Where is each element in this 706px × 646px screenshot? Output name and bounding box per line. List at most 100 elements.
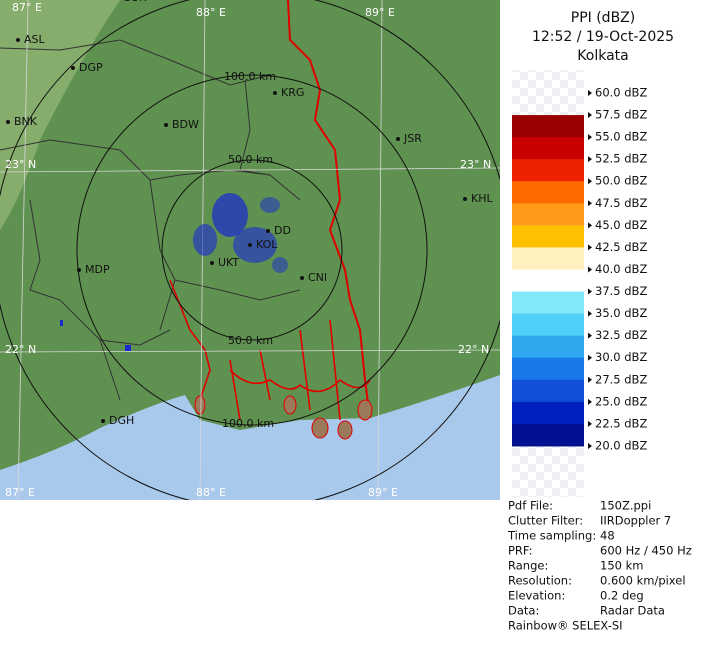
legend-empty-bottom [512, 445, 584, 497]
panel-title: PPI (dBZ) [571, 10, 635, 26]
legend-label: 25.0 dBZ [595, 394, 647, 408]
city-dot [101, 419, 105, 423]
legend-label: 52.5 dBZ [595, 152, 647, 166]
legend-label: 30.0 dBZ [595, 350, 647, 364]
echoes [60, 193, 288, 351]
legend-tick [588, 310, 592, 317]
legend-swatch [512, 269, 584, 293]
grid-label: 22° N [458, 343, 489, 356]
legend-tick [588, 442, 592, 449]
panel-station: Kolkata [577, 48, 628, 64]
info-panel: Pdf File: 150Z.ppi Clutter Filter: IIRDoppl… [507, 499, 692, 618]
legend-tick [588, 90, 592, 96]
legend-swatch [512, 291, 584, 315]
city-dot [210, 261, 214, 265]
city-label: DGH [109, 414, 134, 427]
city-label: CNI [308, 271, 327, 284]
legend-swatch [512, 115, 584, 138]
info-key: Pdf File: [508, 499, 553, 513]
legend-label: 57.5 dBZ [595, 108, 647, 122]
border [287, 0, 371, 419]
coastline [169, 279, 371, 421]
legend-tick [588, 134, 592, 141]
legend-swatch [512, 225, 584, 248]
panel-time: 12:52 / 19-Oct-2025 [532, 29, 674, 45]
legend-label: 37.5 dBZ [595, 284, 647, 298]
legend-tick [588, 288, 592, 295]
legend-swatch [512, 203, 584, 226]
range-label: 50.0 km [228, 334, 273, 347]
city-label: BDW [172, 118, 199, 131]
info-key: Range: [508, 559, 548, 573]
city-label: JSR [403, 132, 422, 145]
grid-label: 89° E [365, 6, 395, 19]
info-value: 0.600 km/pixel [600, 574, 686, 588]
legend-tick [588, 354, 592, 361]
legend-label: 60.0 dBZ [595, 86, 647, 100]
legend-label: 32.5 dBZ [595, 328, 647, 342]
legend-label: 50.0 dBZ [595, 174, 647, 188]
grid-label: 89° E [368, 486, 398, 499]
info-value: 0.2 deg [600, 589, 644, 603]
legend-swatch [512, 247, 584, 270]
legend-label: 55.0 dBZ [595, 130, 647, 144]
info-key: Elevation: [508, 589, 565, 603]
legend-tick [588, 156, 592, 163]
islands [194, 395, 373, 440]
info-value: 600 Hz / 450 Hz [600, 544, 692, 558]
range-label: 100.0 km [222, 417, 274, 430]
city-label: KOL [256, 238, 278, 251]
city-label: MDP [85, 263, 110, 276]
legend-label: 20.0 dBZ [595, 438, 647, 452]
city-dot [248, 243, 252, 247]
legend-swatch [512, 335, 584, 359]
info-value: IIRDoppler 7 [600, 514, 671, 528]
info-value: 150 km [600, 559, 643, 573]
legend-label: 22.5 dBZ [595, 416, 647, 430]
legend-label: 42.5 dBZ [595, 240, 647, 254]
legend-tick [588, 332, 592, 339]
city-dot [16, 38, 20, 42]
info-key: Resolution: [508, 574, 572, 588]
info-key: Time sampling: [507, 529, 596, 543]
city-dot [164, 123, 168, 127]
legend-tick [588, 398, 592, 405]
grid-label: 88° E [196, 486, 226, 499]
city-label: DGP [79, 61, 103, 74]
range-label: 100.0 km [224, 70, 276, 83]
legend-label: 35.0 dBZ [595, 306, 647, 320]
city-dot [300, 276, 304, 280]
legend-tick [588, 178, 592, 185]
info-key: Clutter Filter: [508, 514, 583, 528]
legend-swatch [512, 379, 584, 403]
legend-swatch [512, 159, 584, 182]
legend-swatch [512, 357, 584, 381]
legend-swatch [512, 137, 584, 160]
city-dot [273, 91, 277, 95]
city-dot [266, 229, 270, 233]
legend: 60.0 dBZ 57.5 dBZ 55.0 dBZ 52.5 dBZ 50.0 dBZ… [512, 86, 647, 452]
legend-label: 27.5 dBZ [595, 372, 647, 386]
grid-label: 22° N [5, 343, 36, 356]
sea [0, 375, 500, 500]
legend-swatch [512, 313, 584, 337]
grid-label: 23° N [5, 158, 36, 171]
info-value: 150Z.ppi [600, 499, 651, 513]
city-label: KHL [471, 192, 493, 205]
legend-tick [588, 266, 592, 273]
info-value: Radar Data [600, 604, 665, 618]
city-dot [396, 137, 400, 141]
city-dot [6, 120, 10, 124]
footer: Rainbow® SELEX-SI [508, 619, 623, 633]
city-label: DD [274, 224, 291, 237]
legend-label: 45.0 dBZ [595, 218, 647, 232]
city-label: BNK [14, 115, 38, 128]
legend-empty-top [512, 70, 584, 118]
map: 87° E 88° E 89° E 23° N 23° N 22° N 22° N 87° E… [0, 0, 500, 500]
legend-label: 47.5 dBZ [595, 196, 647, 210]
grid-label: 87° E [5, 486, 35, 499]
legend-tick [588, 244, 592, 251]
highland [0, 0, 120, 230]
